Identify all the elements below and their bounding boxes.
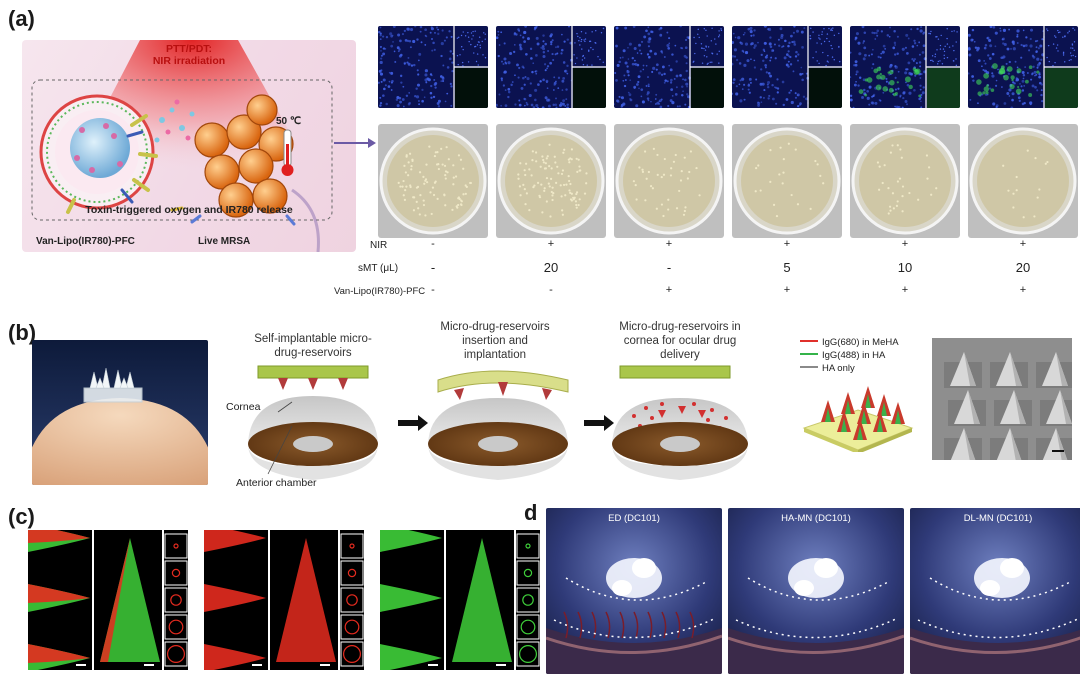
condition-value: + (901, 238, 909, 250)
condition-value: 20 (1015, 260, 1031, 275)
a-schematic: PTT/PDT: NIR irradiation 50 ℃ Toxin-trig… (22, 40, 356, 253)
a-schematic-graphic (31, 40, 333, 253)
microscopy-group (380, 530, 540, 670)
fluorescence-image (496, 26, 606, 108)
fluorescence-image (614, 26, 724, 108)
legend-item: HA only (800, 358, 855, 376)
petri-dish (968, 124, 1078, 238)
condition-value: + (665, 238, 673, 250)
condition-value: - (431, 284, 435, 296)
toxin-caption: Toxin-triggered oxygen and IR780 release (85, 204, 293, 216)
condition-value: + (783, 284, 791, 296)
microscopy-group (204, 530, 364, 670)
panel-a-label: (a) (8, 6, 35, 31)
panel-d-label: d (524, 500, 538, 525)
d-eye-photos: ED (DC101) HA-MN (DC101) DL-MN (DC101) (546, 508, 1080, 674)
cone (877, 394, 891, 416)
cone (853, 418, 867, 440)
fluorescence-image (732, 26, 842, 108)
condition-value: 5 (783, 260, 791, 275)
eye-photo: HA-MN (DC101) (728, 508, 904, 674)
legend-swatch (800, 365, 818, 368)
eye-photo-title: ED (DC101) (608, 513, 660, 524)
step3-caption: Micro-drug-reservoirs in cornea for ocul… (619, 321, 741, 361)
lipo-label: Van-Lipo(IR780)-PFC (36, 236, 135, 247)
legend-swatch (800, 339, 818, 342)
legend-label: IgG(488) in HA (822, 350, 886, 361)
cone-array-illustration (802, 386, 914, 452)
anterior-chamber-label: Anterior chamber (236, 477, 317, 489)
petri-dish (614, 124, 724, 238)
eye-photo-title: DL-MN (DC101) (963, 513, 1033, 524)
row-label-smt: sMT (μL) (358, 263, 399, 274)
petri-dish (850, 124, 960, 238)
condition-value: + (665, 284, 673, 296)
condition-value: 20 (543, 260, 559, 275)
legend-item: IgG(488) in HA (800, 345, 885, 363)
step2-caption: Micro-drug-reservoirs insertion and impl… (440, 321, 550, 361)
cornea-label: Cornea (226, 401, 261, 413)
condition-value: + (783, 238, 791, 250)
a-arrow (334, 138, 376, 148)
legend-label: IgG(680) in MeHA (822, 337, 899, 348)
fluorescence-image (968, 26, 1078, 108)
microneedle-patch-photo (32, 340, 208, 485)
fluorescence-image (378, 26, 488, 108)
step1-caption: Self-implantable micro-drug-reservoirs (254, 333, 372, 359)
fluorescence-image (850, 26, 960, 108)
petri-dish (378, 124, 488, 238)
ptt-title: PTT/PDT: (165, 43, 213, 55)
cone (861, 386, 875, 408)
panel-b-label: (b) (8, 320, 37, 345)
row-label-nir: NIR (370, 240, 388, 251)
cone (837, 410, 851, 432)
condition-value: + (547, 238, 555, 250)
condition-value: - (549, 284, 553, 296)
sem-image (932, 338, 1072, 460)
legend-item: IgG(680) in MeHA (800, 332, 899, 350)
a-dish-row (378, 124, 1078, 238)
condition-value: - (430, 260, 436, 275)
microscopy-group (28, 530, 188, 670)
cone (821, 400, 835, 422)
eye-photo: ED (DC101) (546, 508, 722, 674)
petri-dish (496, 124, 606, 238)
legend-label: HA only (822, 363, 855, 374)
c-microscopy-area (28, 530, 548, 670)
ptt-subtitle: NIR irradiation (152, 55, 226, 67)
condition-value: - (666, 260, 672, 275)
eye-photo: DL-MN (DC101) (910, 508, 1080, 674)
a-fluorescence-row (378, 26, 1078, 108)
condition-value: + (1019, 284, 1027, 296)
condition-value: - (431, 238, 435, 250)
temperature-label: 50 ℃ (276, 116, 302, 127)
legend-swatch (800, 352, 818, 355)
cone (873, 410, 887, 432)
petri-dish (732, 124, 842, 238)
cone (891, 402, 905, 424)
panel-c-label: (c) (8, 504, 35, 529)
cone (857, 402, 871, 424)
condition-value: + (901, 284, 909, 296)
eye-photo-title: HA-MN (DC101) (781, 513, 851, 524)
row-label-vanlipo: Van-Lipo(IR780)-PFC (334, 286, 426, 297)
condition-value: + (1019, 238, 1027, 250)
cone (841, 392, 855, 414)
condition-value: 10 (897, 260, 913, 275)
mrsa-label: Live MRSA (198, 236, 251, 247)
b-steps-illustration (248, 365, 748, 480)
